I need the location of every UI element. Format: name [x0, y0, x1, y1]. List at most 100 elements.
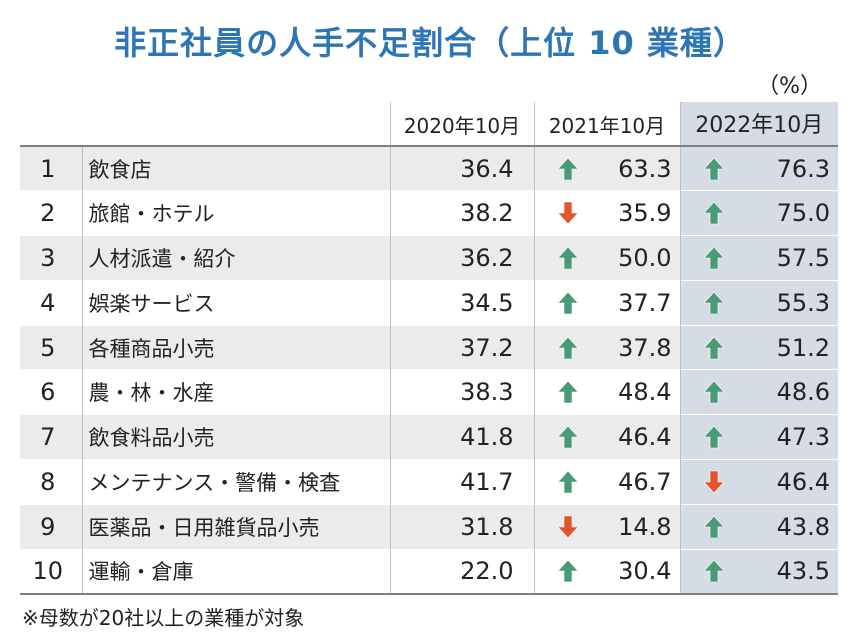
y2022-value: 46.4 [776, 467, 830, 496]
rank-cell: 8 [20, 459, 82, 505]
table-row: 4 娯楽サービス 34.5 37.7 55.3 [20, 279, 838, 326]
value-2020-cell: 36.2 [389, 235, 534, 281]
up-arrow-icon [702, 246, 725, 270]
value-2022-cell: 76.3 [679, 145, 838, 191]
industry-cell: 娯楽サービス [81, 279, 390, 326]
y2022-value: 48.6 [776, 378, 830, 407]
table-row: 1 飲食店 36.4 63.3 76.3 [20, 145, 838, 191]
table-row: 5 各種商品小売 37.2 37.8 51.2 [20, 324, 838, 370]
rank-cell: 6 [20, 369, 82, 415]
value-2021-cell: 37.7 [533, 279, 680, 326]
value-2021-cell: 63.3 [533, 145, 680, 191]
header-industry [82, 102, 390, 146]
value-2022-cell: 43.5 [679, 548, 838, 595]
up-arrow-icon [702, 157, 725, 180]
down-arrow-icon [556, 201, 579, 225]
table-row: 7 飲食料品小売 41.8 46.4 47.3 [20, 414, 838, 460]
unit-label: （%） [757, 74, 822, 99]
rank-cell: 1 [20, 145, 82, 191]
y2021-value: 37.7 [618, 288, 672, 317]
value-2021-cell: 48.4 [533, 369, 680, 415]
value-2022-cell: 48.6 [679, 369, 838, 415]
value-2022-cell: 43.8 [679, 503, 838, 550]
value-2021-cell: 46.4 [533, 414, 680, 460]
up-arrow-icon [702, 336, 725, 359]
industry-cell: 医薬品・日用雑貨品小売 [81, 503, 390, 550]
y2021-value: 14.8 [618, 512, 672, 541]
shortage-table: 2020年10月 2021年10月 2022年10月 1 飲食店 36.4 63.3 7… [20, 102, 838, 595]
table-row: 9 医薬品・日用雑貨品小売 31.8 14.8 43.8 [20, 503, 838, 550]
y2021-value: 48.4 [618, 378, 672, 407]
y2021-value: 37.8 [618, 333, 672, 362]
value-2021-cell: 14.8 [533, 503, 680, 550]
y2022-value: 57.5 [776, 243, 830, 272]
up-arrow-icon [556, 425, 579, 449]
up-arrow-icon [702, 425, 725, 449]
industry-cell: 人材派遣・紹介 [81, 235, 390, 281]
table-row: 3 人材派遣・紹介 36.2 50.0 57.5 [20, 235, 838, 281]
industry-cell: 飲食店 [81, 145, 390, 191]
rank-cell: 10 [20, 548, 82, 595]
value-2020-cell: 22.0 [389, 548, 534, 595]
header-2022: 2022年10月 [679, 102, 838, 146]
value-2022-cell: 46.4 [679, 459, 838, 505]
industry-cell: 各種商品小売 [81, 324, 390, 370]
value-2021-cell: 37.8 [533, 324, 680, 370]
y2021-value: 63.3 [618, 154, 672, 183]
y2021-value: 30.4 [618, 557, 672, 586]
value-2020-cell: 36.4 [389, 145, 534, 191]
rank-cell: 9 [20, 503, 82, 550]
up-arrow-icon [702, 291, 725, 315]
value-2022-cell: 55.3 [679, 279, 838, 326]
y2021-value: 35.9 [618, 199, 672, 228]
rank-cell: 5 [20, 324, 82, 370]
rank-cell: 2 [20, 190, 82, 236]
value-2022-cell: 51.2 [679, 324, 838, 370]
y2022-value: 47.3 [776, 423, 830, 452]
y2021-value: 46.4 [618, 423, 672, 452]
industry-cell: 旅館・ホテル [81, 190, 390, 236]
down-arrow-icon [702, 470, 725, 494]
industry-cell: 運輸・倉庫 [81, 548, 390, 595]
value-2021-cell: 30.4 [533, 548, 680, 595]
up-arrow-icon [556, 291, 579, 315]
header-row: 2020年10月 2021年10月 2022年10月 [20, 102, 838, 146]
y2022-value: 76.3 [776, 154, 830, 183]
up-arrow-icon [702, 559, 725, 583]
table-row: 8 メンテナンス・警備・検査 41.7 46.7 46.4 [20, 459, 838, 505]
chart-title: 非正社員の人手不足割合（上位 10 業種） [114, 24, 746, 62]
rank-cell: 4 [20, 279, 82, 326]
y2022-value: 43.5 [776, 557, 830, 586]
value-2020-cell: 41.7 [389, 459, 534, 505]
y2022-value: 75.0 [776, 199, 830, 228]
value-2020-cell: 38.3 [389, 369, 534, 415]
y2022-value: 43.8 [776, 512, 830, 541]
value-2020-cell: 31.8 [389, 503, 534, 550]
value-2021-cell: 35.9 [533, 190, 680, 236]
footnote: ※母数が20社以上の業種が対象 [22, 606, 305, 630]
y2022-value: 55.3 [776, 288, 830, 317]
up-arrow-icon [556, 246, 579, 270]
industry-cell: 農・林・水産 [81, 369, 390, 415]
value-2022-cell: 47.3 [679, 414, 838, 460]
up-arrow-icon [702, 380, 725, 404]
y2021-value: 46.7 [618, 467, 672, 496]
value-2022-cell: 75.0 [679, 190, 838, 236]
up-arrow-icon [556, 380, 579, 404]
up-arrow-icon [556, 336, 579, 359]
down-arrow-icon [556, 515, 579, 539]
header-2020: 2020年10月 [389, 102, 534, 146]
up-arrow-icon [702, 201, 725, 225]
table-row: 10 運輸・倉庫 22.0 30.4 43.5 [20, 548, 838, 595]
up-arrow-icon [556, 157, 579, 180]
industry-cell: メンテナンス・警備・検査 [81, 459, 390, 505]
value-2020-cell: 38.2 [389, 190, 534, 236]
up-arrow-icon [556, 470, 579, 494]
y2021-value: 50.0 [618, 243, 672, 272]
rank-cell: 3 [20, 235, 82, 281]
value-2021-cell: 50.0 [533, 235, 680, 281]
up-arrow-icon [702, 515, 725, 539]
industry-cell: 飲食料品小売 [81, 414, 390, 460]
value-2020-cell: 37.2 [389, 324, 534, 370]
up-arrow-icon [556, 559, 579, 583]
